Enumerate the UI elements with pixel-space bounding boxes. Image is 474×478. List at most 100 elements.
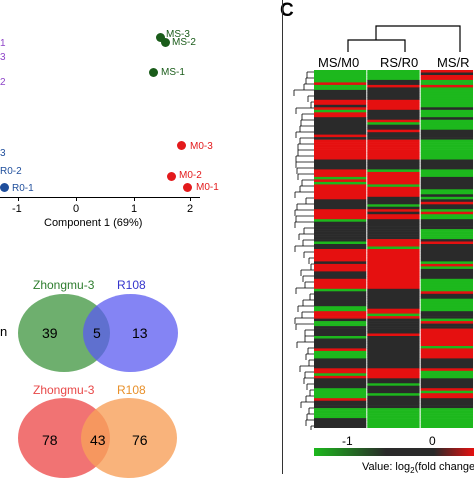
heatmap-cell [314,420,367,424]
heatmap-cell [314,249,367,252]
heatmap-cell [314,423,367,426]
heatmap-cell [314,418,367,421]
heatmap-cell [314,318,367,322]
heatmap-cell [420,137,473,140]
heatmap-cell [420,395,473,399]
heatmap-cell [367,393,420,396]
heatmap-cell [420,112,473,116]
heatmap-cell [367,420,420,424]
heatmap-cell [314,119,367,123]
heatmap-cell [367,157,420,160]
heatmap-cell [367,355,420,359]
heatmap-cell [420,286,473,290]
heatmap-cell [367,104,420,108]
heatmap-cell [367,363,420,367]
heatmap-cell [314,410,367,414]
heatmap-cell [420,283,473,287]
heatmap-cell [367,119,420,123]
heatmap-cell [367,132,420,135]
heatmap-cell [420,403,473,406]
heatmap-cell [420,385,473,389]
heatmap-cell [367,194,420,198]
heatmap-cell [367,331,420,334]
heatmap-cell [367,87,420,91]
heatmap-cell [420,378,473,382]
heatmap-cell [367,149,420,153]
heatmap-cell [420,425,473,428]
heatmap-cell [314,425,367,428]
heatmap-cell [314,408,367,411]
pca-point-m0-3 [177,141,186,150]
venn-top-left-only: 39 [42,325,58,341]
heatmap-cell [367,348,420,352]
row-dendrogram-branch [293,89,314,96]
venn-top-edge-text: n [0,324,8,339]
heatmap-cell [367,159,420,163]
heatmap-cell [314,226,367,230]
heatmap-cell [367,171,420,175]
panel-letter: C [280,0,294,21]
heatmap-cell [420,157,473,160]
pca-x-tick [134,197,135,201]
heatmap-cell [367,134,420,138]
heatmap-cell [367,353,420,357]
heatmap-cell [367,201,420,205]
heatmap-cell [420,109,473,113]
heatmap-cell [314,380,367,384]
heatmap-column-label-rs-r0: RS/R0 [380,55,419,70]
heatmap-cell [314,72,367,76]
heatmap-cell [420,164,473,168]
heatmap-cell [314,70,367,73]
heatmap-cell [314,273,367,277]
venn-top: Zhongmu-3 R108 39 5 13 n [0,270,240,380]
heatmap-cell [314,117,367,120]
heatmap-cell [314,385,367,389]
heatmap-cell [314,231,367,235]
heatmap-cell [420,229,473,232]
heatmap-cell [314,328,367,332]
heatmap-cell [420,92,473,96]
heatmap-cell [367,216,420,220]
heatmap-cell [420,239,473,242]
heatmap-cell [420,144,473,148]
heatmap-cell [367,343,420,347]
heatmap-cell [367,380,420,384]
row-dendrogram-branch [294,245,314,252]
heatmap-cell [314,326,367,329]
heatmap-cell [314,405,367,409]
heatmap-cell [367,249,420,252]
heatmap-cell [367,179,420,183]
heatmap-cell [314,159,367,163]
column-dendrogram [347,25,461,52]
heatmap-cell [367,122,420,125]
heatmap-cell [314,122,367,125]
heatmap-cell [314,239,367,242]
heatmap-cell [367,124,420,128]
heatmap-cell [367,164,420,168]
heatmap-cell [367,184,420,188]
heatmap-cell [420,410,473,414]
row-dendrogram-branch [294,191,314,198]
heatmap-cell [314,363,367,367]
heatmap-panel-border [282,0,283,474]
pca-label-r0-1: R0-1 [12,183,34,194]
heatmap-cell [314,142,367,145]
heatmap-cell [314,164,367,168]
row-dendrogram-branch [304,371,314,378]
heatmap-cell [420,249,473,252]
heatmap-cell [314,154,367,158]
heatmap-cell [367,219,420,222]
heatmap-cell [367,137,420,140]
heatmap-cell [314,206,367,210]
heatmap-cell [367,152,420,155]
heatmap-cell [367,231,420,235]
heatmap-cell [314,82,367,86]
heatmap-cell [314,370,367,374]
row-dendrogram-branch [299,365,314,372]
venn-top-right-title: R108 [117,278,146,292]
pca-x-axis-label: Component 1 (69%) [44,217,143,229]
heatmap-cell [367,241,420,245]
heatmap-cell [367,117,420,120]
pca-x-tick [190,197,191,201]
pca-x-tick [18,197,19,201]
